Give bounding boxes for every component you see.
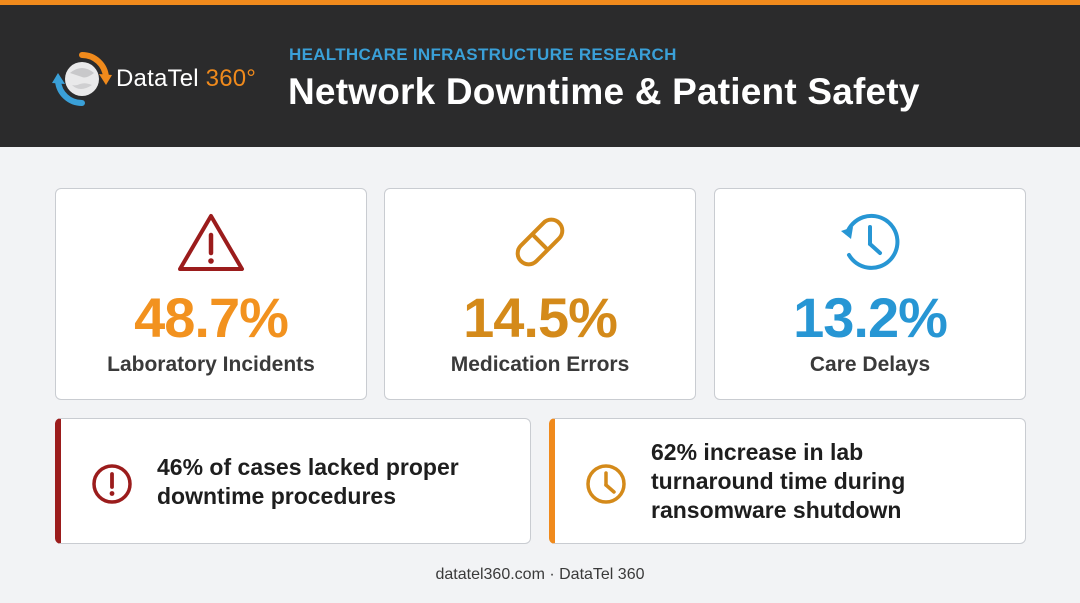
pill-capsule-icon — [515, 217, 565, 267]
clock-history-icon — [841, 213, 900, 270]
note-line: ransomware shutdown — [651, 497, 902, 523]
stat-card-laboratory-incidents: 48.7% Laboratory Incidents — [55, 188, 367, 400]
note-downtime-procedures: 46% of cases lacked proper downtime proc… — [55, 418, 531, 544]
logo-wordmark: DataTel 360° — [116, 65, 256, 93]
stat-label: Medication Errors — [450, 353, 630, 376]
page-title: Network Downtime & Patient Safety — [288, 71, 920, 112]
note-line: 62% increase in lab — [651, 439, 864, 465]
alert-circle-icon — [92, 464, 132, 504]
stat-card-medication-errors: 14.5% Medication Errors — [384, 188, 696, 400]
stat-value: 48.7% — [134, 286, 289, 349]
stat-label: Care Delays — [809, 353, 931, 376]
stat-value: 13.2% — [793, 286, 948, 349]
stat-value: 14.5% — [463, 286, 618, 349]
warning-triangle-icon — [178, 214, 244, 271]
logo-text-main: DataTel — [116, 65, 206, 92]
footer-credit: datatel360.com · DataTel 360 — [435, 566, 645, 583]
datatel-logo: DataTel 360° — [52, 49, 262, 109]
note-text: 46% of cases lacked proper downtime proc… — [157, 453, 510, 511]
logo-text-number: 360° — [205, 65, 257, 92]
stat-label: Laboratory Incidents — [107, 353, 315, 376]
note-lab-turnaround: 62% increase in lab turnaround time duri… — [549, 418, 1026, 544]
note-line: 46% of cases lacked proper — [157, 454, 459, 480]
logo-globe-icon — [52, 51, 112, 107]
header-kicker: HEALTHCARE INFRASTRUCTURE RESEARCH — [289, 45, 677, 64]
note-line: downtime procedures — [157, 483, 396, 509]
header-banner: DataTel 360° HEALTHCARE INFRASTRUCTURE R… — [0, 5, 1080, 147]
note-line: turnaround time during — [651, 468, 906, 494]
note-text: 62% increase in lab turnaround time duri… — [651, 438, 1005, 525]
clock-icon — [586, 464, 626, 504]
top-accent-stripe — [0, 0, 1080, 5]
stat-card-care-delays: 13.2% Care Delays — [714, 188, 1026, 400]
